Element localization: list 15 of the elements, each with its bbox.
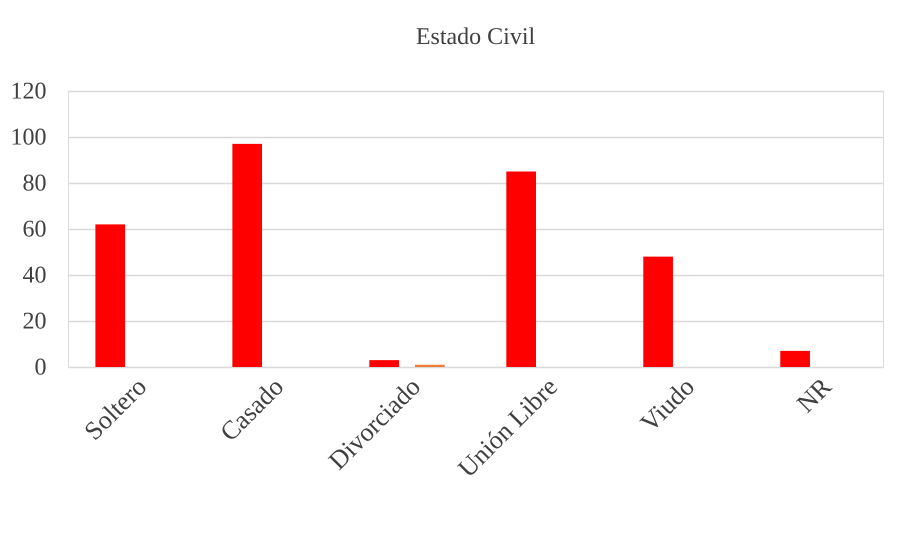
y-tick-label: 0 — [34, 354, 46, 380]
y-tick-label: 60 — [22, 216, 46, 242]
bar — [643, 256, 673, 367]
chart-title: Estado Civil — [416, 24, 536, 50]
y-tick-label: 40 — [22, 262, 46, 288]
y-tick-label: 100 — [10, 124, 46, 150]
bar — [232, 144, 262, 367]
bar — [506, 172, 536, 367]
y-tick-label: 80 — [22, 170, 46, 196]
bar — [780, 350, 810, 367]
bar — [369, 360, 400, 367]
y-tick-label: 120 — [10, 78, 46, 104]
bar — [95, 224, 126, 367]
y-tick-label: 20 — [22, 308, 46, 334]
x-tick-label: NR — [790, 372, 838, 418]
